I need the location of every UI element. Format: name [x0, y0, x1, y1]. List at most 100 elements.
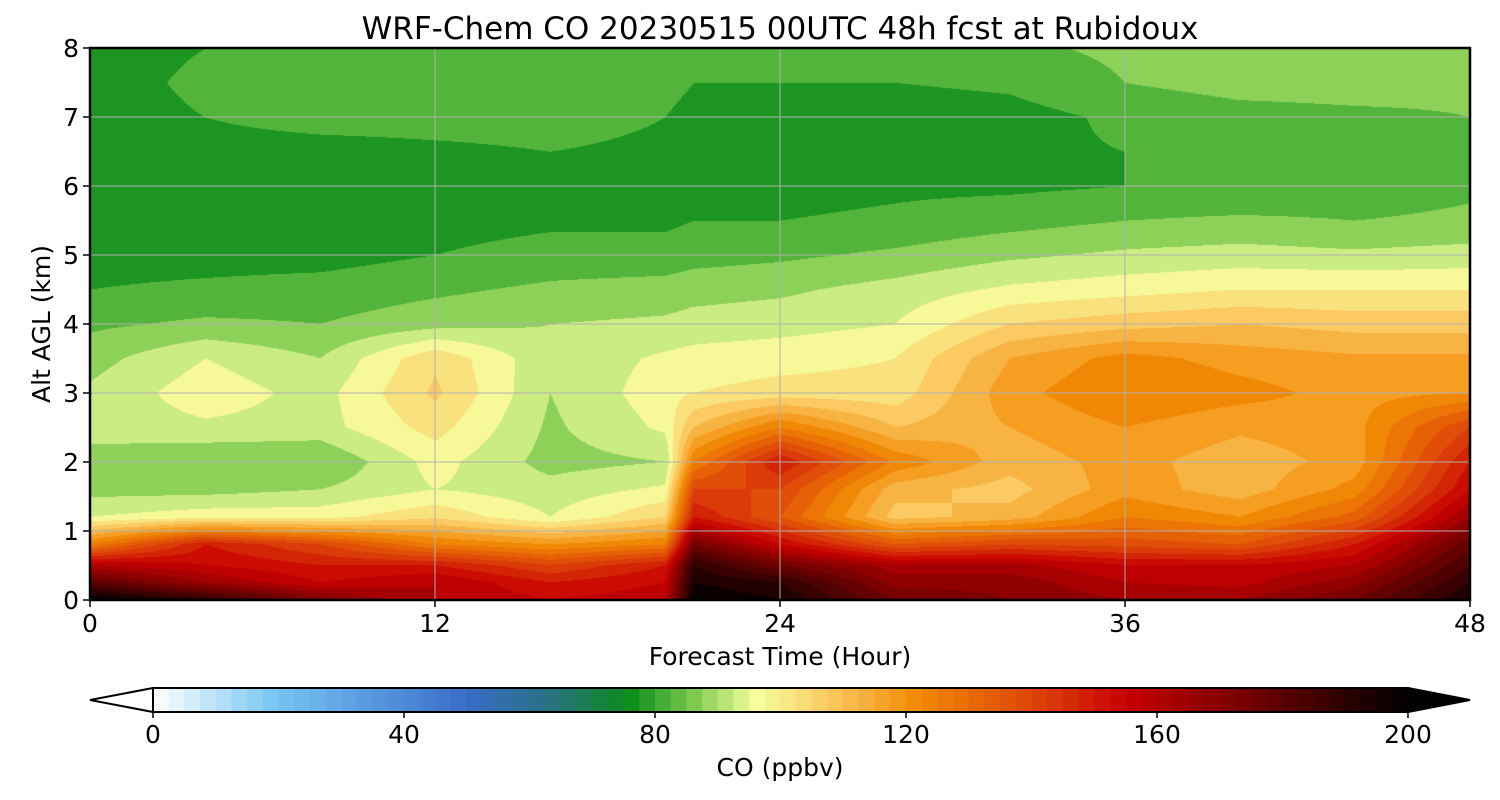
colorbar-segment — [1047, 688, 1064, 712]
y-tick-label: 3 — [63, 379, 79, 408]
colorbar-segment — [937, 688, 954, 712]
y-tick-label: 5 — [63, 241, 79, 270]
colorbar-segment — [231, 688, 248, 712]
colorbar-segment — [890, 688, 907, 712]
colorbar-segment — [184, 688, 201, 712]
colorbar-segment — [404, 688, 421, 712]
colorbar-segment — [733, 688, 750, 712]
colorbar-segment — [764, 688, 782, 712]
colorbar-segment — [309, 688, 327, 712]
colorbar-segment — [247, 688, 264, 712]
colorbar-segment — [388, 688, 405, 712]
colorbar-tick-label: 40 — [388, 720, 420, 749]
colorbar-segment — [1235, 688, 1252, 712]
y-tick-label: 2 — [63, 448, 79, 477]
colorbar-segment — [341, 688, 358, 712]
x-tick-label: 48 — [1454, 609, 1486, 638]
colorbar-segment — [513, 688, 531, 712]
x-tick-label: 12 — [419, 609, 451, 638]
colorbar-segment — [1172, 688, 1189, 712]
colorbar-extend-max — [1407, 686, 1471, 714]
colorbar-segment — [1157, 688, 1174, 712]
colorbar: 0 40 80 120 160 200 — [89, 686, 1471, 749]
colorbar-segment — [545, 688, 562, 712]
colorbar-tick-label: 80 — [639, 720, 671, 749]
colorbar-segment — [1204, 688, 1221, 712]
colorbar-segment — [1298, 688, 1315, 712]
colorbar-segment — [968, 688, 986, 712]
colorbar-segment — [796, 688, 813, 712]
colorbar-segment — [1125, 688, 1142, 712]
colorbar-segment — [356, 688, 374, 712]
y-axis-label: Alt AGL (km) — [27, 245, 56, 403]
x-axis-label: Forecast Time (Hour) — [649, 642, 912, 671]
colorbar-segment — [1360, 688, 1378, 712]
colorbar-segment — [294, 688, 311, 712]
colorbar-segment — [1219, 688, 1237, 712]
colorbar-segment — [1376, 688, 1393, 712]
colorbar-segment — [686, 688, 703, 712]
colorbar-segment — [153, 688, 170, 712]
colorbar-segment — [953, 688, 970, 712]
colorbar-segment — [921, 688, 938, 712]
colorbar-segment — [670, 688, 687, 712]
y-tick-label: 8 — [63, 34, 79, 63]
colorbar-segment — [278, 688, 295, 712]
colorbar-segment — [843, 688, 860, 712]
y-tick-label: 6 — [63, 172, 79, 201]
colorbar-segment — [1015, 688, 1033, 712]
colorbar-label: CO (ppbv) — [717, 753, 844, 782]
colorbar-segment — [529, 688, 546, 712]
colorbar-segment — [1031, 688, 1048, 712]
colorbar-segment — [702, 688, 719, 712]
colorbar-tick-label: 160 — [1133, 720, 1181, 749]
x-tick-label: 36 — [1109, 609, 1141, 638]
colorbar-segment — [639, 688, 656, 712]
colorbar-segment — [811, 688, 829, 712]
colorbar-segment — [498, 688, 515, 712]
y-tick-label: 4 — [63, 310, 79, 339]
colorbar-segment — [168, 688, 185, 712]
colorbar-segment — [655, 688, 672, 712]
colorbar-segment — [906, 688, 923, 712]
colorbar-segment — [780, 688, 797, 712]
colorbar-segment — [1282, 688, 1299, 712]
colorbar-segment — [984, 688, 1001, 712]
colorbar-segment — [1000, 688, 1017, 712]
x-axis: 0 12 24 36 48 — [82, 600, 1486, 638]
colorbar-segment — [858, 688, 876, 712]
colorbar-segment — [262, 688, 280, 712]
x-tick-label: 24 — [764, 609, 796, 638]
colorbar-segment — [1109, 688, 1127, 712]
colorbar-segment — [1329, 688, 1346, 712]
colorbar-segment — [1078, 688, 1095, 712]
colorbar-segment — [1345, 688, 1362, 712]
colorbar-segment — [200, 688, 217, 712]
colorbar-segment — [482, 688, 499, 712]
colorbar-segment — [560, 688, 578, 712]
colorbar-segment — [717, 688, 735, 712]
colorbar-segment — [435, 688, 452, 712]
colorbar-segment — [749, 688, 766, 712]
colorbar-extend-min — [89, 686, 154, 714]
colorbar-segment — [1188, 688, 1205, 712]
colorbar-segment — [607, 688, 625, 712]
colorbar-tick-label: 0 — [145, 720, 161, 749]
y-tick-label: 0 — [63, 586, 79, 615]
x-tick-label: 0 — [82, 609, 98, 638]
colorbar-tick-label: 200 — [1384, 720, 1432, 749]
colorbar-segment — [1094, 688, 1111, 712]
colorbar-frame — [152, 687, 1409, 713]
colorbar-segment — [1392, 688, 1409, 712]
colorbar-segment — [592, 688, 609, 712]
colorbar-segment — [1313, 688, 1331, 712]
y-axis: 0 1 2 3 4 5 6 7 8 — [63, 34, 90, 615]
colorbar-segment — [1141, 688, 1158, 712]
colorbar-segment — [874, 688, 891, 712]
y-tick-label: 7 — [63, 103, 79, 132]
colorbar-segment — [1266, 688, 1284, 712]
colorbar-segment — [827, 688, 844, 712]
y-tick-label: 1 — [63, 517, 79, 546]
colorbar-segment — [576, 688, 593, 712]
